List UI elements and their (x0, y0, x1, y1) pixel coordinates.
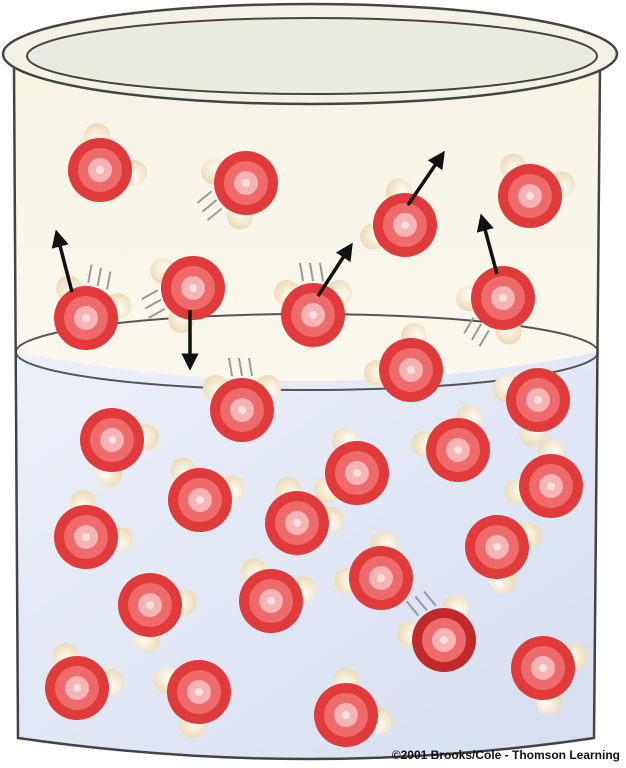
water-molecule (54, 264, 131, 350)
water-molecules (45, 123, 589, 747)
water-molecule (397, 590, 476, 672)
water-molecule (455, 266, 535, 347)
water-molecule (80, 408, 159, 487)
water-molecule (196, 151, 278, 230)
water-molecule (45, 642, 124, 720)
water-molecule (334, 531, 413, 610)
water-molecule (504, 438, 583, 518)
water-molecule (314, 428, 389, 505)
water-molecule (153, 660, 231, 739)
water-molecule (274, 262, 352, 347)
water-molecule (411, 404, 490, 482)
water-molecule (53, 490, 133, 569)
water-molecule (141, 256, 225, 333)
water-molecule (168, 457, 245, 532)
water-molecule (511, 636, 589, 715)
water-molecule (118, 573, 197, 652)
water-molecule (492, 368, 570, 447)
copyright-credit: ©2001 Brooks/Cole - Thomson Learning (391, 748, 620, 762)
beaker-rim-inner (26, 17, 598, 95)
motion-arrows (51, 150, 499, 371)
water-molecule (203, 357, 281, 442)
water-molecule (314, 667, 393, 747)
water-molecule (265, 477, 344, 555)
motion-arrow (51, 229, 74, 293)
water-molecule (364, 323, 443, 402)
water-molecule (359, 178, 437, 257)
water-molecule (498, 153, 575, 228)
motion-arrow (406, 150, 445, 206)
motion-arrow (316, 242, 353, 297)
beaker-wall (12, 67, 602, 761)
water-molecule (239, 558, 316, 633)
water-molecule (68, 123, 147, 202)
motion-arrow (476, 213, 499, 275)
water-molecule (465, 515, 543, 594)
